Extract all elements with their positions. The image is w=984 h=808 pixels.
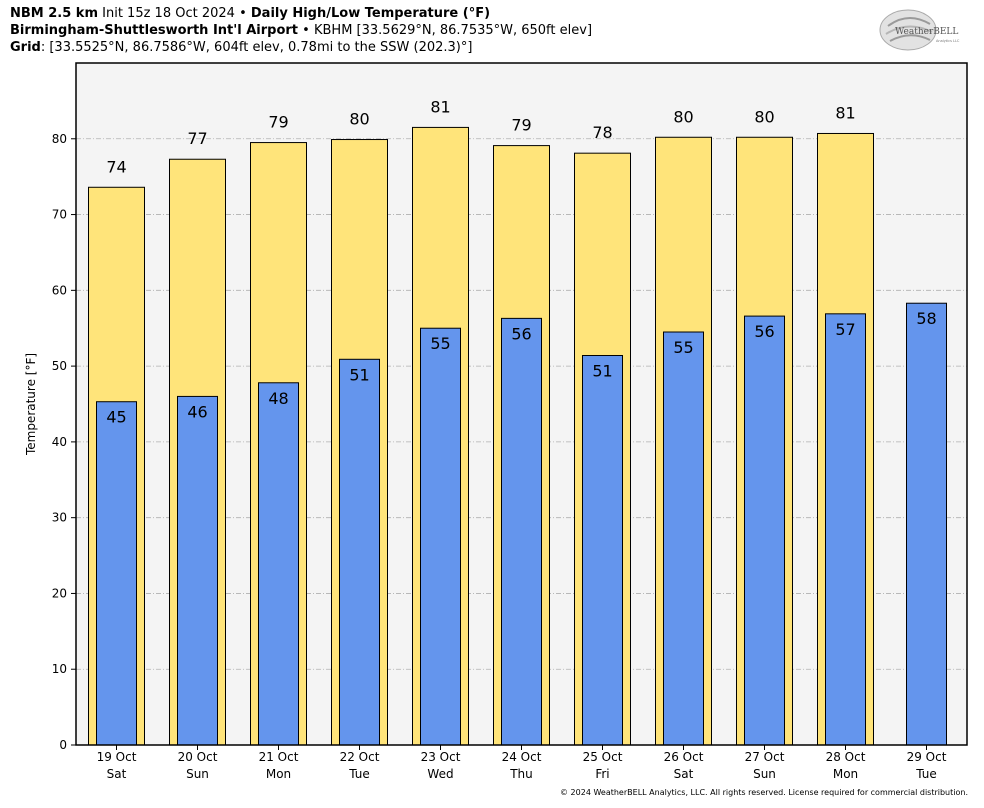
low-bar: [825, 313, 866, 746]
y-tick-label: 0: [59, 738, 67, 752]
x-tick-label-date: 26 Oct: [664, 750, 704, 764]
low-bar: [339, 358, 380, 746]
y-tick-label: 70: [52, 208, 67, 222]
high-value-label: 80: [754, 107, 774, 126]
x-tick-label-day: Mon: [266, 767, 291, 781]
high-value-label: 81: [430, 97, 450, 116]
y-tick-label: 10: [52, 662, 67, 676]
x-tick-label-day: Fri: [595, 767, 609, 781]
x-tick-label-day: Sun: [186, 767, 209, 781]
x-tick-label-day: Sat: [674, 767, 694, 781]
low-bar: [501, 317, 542, 746]
x-tick-label-date: 23 Oct: [421, 750, 461, 764]
separator: •: [302, 23, 310, 38]
high-value-label: 81: [835, 103, 855, 122]
low-value-label: 45: [106, 408, 126, 427]
header-line-1: NBM 2.5 km Init 15z 18 Oct 2024 • Daily …: [10, 6, 490, 22]
header-line-2: Birmingham-Shuttlesworth Int'l Airport •…: [10, 23, 592, 39]
low-value-label: 57: [835, 320, 855, 339]
y-tick-label: 60: [52, 283, 67, 297]
low-value-label: 55: [430, 334, 450, 353]
x-tick-label-day: Mon: [833, 767, 858, 781]
low-bar: [96, 401, 137, 746]
x-tick-label-day: Tue: [348, 767, 370, 781]
high-value-label: 78: [592, 123, 612, 142]
high-value-label: 74: [106, 157, 126, 176]
x-tick-label-day: Thu: [509, 767, 533, 781]
x-tick-label-date: 22 Oct: [340, 750, 380, 764]
model-name: NBM 2.5 km: [10, 6, 98, 21]
low-bar: [258, 382, 299, 746]
low-bar: [663, 331, 704, 746]
separator: •: [239, 6, 247, 21]
header-line-3: Grid: [33.5525°N, 86.7586°W, 604ft elev,…: [10, 40, 472, 56]
x-tick-label-date: 19 Oct: [97, 750, 137, 764]
logo-subtext: Analytics LLC: [936, 39, 960, 43]
x-tick-label-date: 29 Oct: [907, 750, 947, 764]
low-value-label: 51: [349, 365, 369, 384]
grid-info: : [33.5525°N, 86.7586°W, 604ft elev, 0.7…: [40, 40, 473, 55]
logo-text: WeatherBELL: [895, 27, 958, 37]
low-bar: [177, 395, 218, 746]
low-value-label: 58: [916, 309, 936, 328]
init-time: Init 15z 18 Oct 2024: [102, 6, 235, 21]
x-axis: 19 Oct Sat 20 Oct Sun 21 Oct Mon 22 Oct Tue 23 O…: [97, 745, 947, 781]
low-value-label: 48: [268, 389, 288, 408]
high-value-label: 80: [673, 107, 693, 126]
low-bar: [906, 302, 947, 746]
low-bar: [744, 315, 785, 746]
low-value-label: 46: [187, 402, 207, 421]
y-tick-label: 30: [52, 511, 67, 525]
high-value-label: 79: [511, 116, 531, 135]
x-tick-label-date: 21 Oct: [259, 750, 299, 764]
y-axis: 0 10 20 30 40 50 60 70 80: [52, 132, 76, 752]
y-tick-label: 80: [52, 132, 67, 146]
x-tick-label-day: Wed: [427, 767, 453, 781]
x-tick-label-day: Sat: [107, 767, 127, 781]
high-value-label: 79: [268, 113, 288, 132]
low-value-label: 51: [592, 362, 612, 381]
high-value-label: 77: [187, 129, 207, 148]
x-tick-label-day: Tue: [915, 767, 937, 781]
station-name: Birmingham-Shuttlesworth Int'l Airport: [10, 23, 299, 38]
y-tick-label: 50: [52, 359, 67, 373]
low-value-label: 55: [673, 338, 693, 357]
station-info: KBHM [33.5629°N, 86.7535°W, 650ft elev]: [313, 23, 593, 38]
x-tick-label-date: 20 Oct: [178, 750, 218, 764]
x-tick-label-date: 25 Oct: [583, 750, 623, 764]
weatherbell-logo: WeatherBELL Analytics LLC: [879, 9, 960, 51]
x-tick-label-date: 28 Oct: [826, 750, 866, 764]
x-tick-label-date: 27 Oct: [745, 750, 785, 764]
y-tick-label: 20: [52, 586, 67, 600]
data-labels: 74 77 79 80 81 79 78 80 80 81 45 46 48 51 55 56 51 55 56 57…: [106, 97, 936, 426]
y-tick-label: 40: [52, 435, 67, 449]
low-temperature-bars: [96, 302, 947, 746]
low-value-label: 56: [511, 324, 531, 343]
x-tick-label-date: 24 Oct: [502, 750, 542, 764]
x-tick-label-day: Sun: [753, 767, 776, 781]
y-axis-label: Temperature [°F]: [24, 353, 38, 456]
grid-label: Grid: [10, 40, 41, 55]
chart-title: Daily High/Low Temperature (°F): [250, 6, 491, 21]
copyright-notice: © 2024 WeatherBELL Analytics, LLC. All r…: [560, 788, 968, 797]
low-bar: [582, 355, 623, 746]
low-bar: [420, 327, 461, 746]
low-value-label: 56: [754, 322, 774, 341]
high-value-label: 80: [349, 110, 369, 129]
